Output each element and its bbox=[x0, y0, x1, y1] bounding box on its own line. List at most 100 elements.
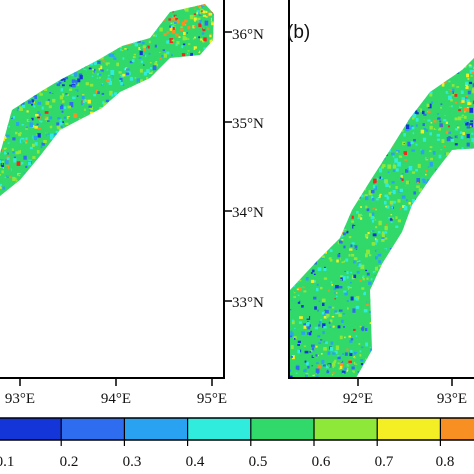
raster-cell bbox=[353, 194, 356, 196]
raster-cell bbox=[376, 195, 379, 198]
raster-cell bbox=[70, 39, 74, 42]
raster-cell bbox=[451, 375, 453, 378]
raster-cell bbox=[371, 301, 374, 304]
raster-cell bbox=[393, 374, 397, 376]
raster-cell bbox=[387, 370, 391, 376]
raster-cell bbox=[99, 130, 102, 133]
raster-cell bbox=[137, 4, 140, 8]
raster-cell bbox=[49, 92, 52, 94]
raster-cell bbox=[45, 29, 48, 32]
raster-cell bbox=[326, 233, 328, 236]
raster-cell bbox=[89, 167, 91, 169]
raster-cell bbox=[291, 88, 294, 91]
raster-cell bbox=[29, 185, 32, 188]
raster-cell bbox=[190, 189, 194, 192]
raster-cell bbox=[410, 77, 415, 83]
raster-cell bbox=[291, 299, 293, 301]
raster-cell bbox=[114, 92, 117, 96]
raster-cell bbox=[196, 71, 199, 74]
raster-cell bbox=[5, 125, 8, 128]
raster-cell bbox=[299, 249, 302, 251]
raster-cell bbox=[151, 8, 155, 12]
raster-cell bbox=[356, 151, 360, 154]
raster-cell bbox=[363, 115, 368, 119]
raster-cell bbox=[291, 93, 295, 96]
raster-cell bbox=[104, 168, 106, 171]
raster-cell bbox=[317, 67, 321, 72]
raster-cell bbox=[380, 147, 382, 150]
raster-cell bbox=[382, 88, 385, 91]
raster-cell bbox=[0, 58, 1, 60]
raster-cell bbox=[301, 188, 305, 194]
raster-cell bbox=[166, 157, 170, 161]
raster-cell bbox=[136, 112, 139, 114]
raster-cell bbox=[69, 88, 71, 91]
raster-cell bbox=[430, 164, 433, 167]
raster-cell bbox=[403, 133, 406, 137]
raster-cell bbox=[211, 9, 214, 13]
raster-cell bbox=[103, 41, 107, 47]
raster-cell bbox=[455, 152, 458, 155]
raster-cell bbox=[382, 362, 386, 366]
raster-cell bbox=[97, 60, 101, 65]
raster-cell bbox=[316, 158, 320, 162]
raster-cell bbox=[298, 279, 302, 282]
raster-cell bbox=[349, 340, 353, 343]
raster-cell bbox=[412, 294, 415, 296]
raster-cell bbox=[72, 19, 77, 23]
raster-cell bbox=[444, 196, 447, 199]
raster-cell bbox=[151, 165, 153, 167]
raster-cell bbox=[16, 26, 20, 30]
raster-cell bbox=[89, 14, 92, 18]
raster-cell bbox=[131, 35, 136, 40]
raster-cell bbox=[301, 198, 306, 203]
raster-cell bbox=[442, 202, 446, 205]
raster-cell bbox=[75, 151, 78, 154]
raster-cell bbox=[375, 226, 378, 229]
raster-cell bbox=[98, 35, 101, 39]
raster-cell bbox=[384, 89, 388, 92]
raster-cell bbox=[358, 263, 362, 268]
raster-cell bbox=[205, 139, 208, 142]
raster-cell bbox=[138, 197, 140, 199]
raster-cell bbox=[449, 160, 452, 163]
raster-cell bbox=[21, 78, 23, 80]
raster-cell bbox=[424, 345, 427, 348]
raster-cell bbox=[20, 110, 23, 112]
raster-cell bbox=[402, 244, 405, 246]
raster-cell bbox=[335, 168, 338, 170]
raster-cell bbox=[394, 280, 397, 284]
raster-cell bbox=[199, 75, 202, 78]
raster-cell bbox=[131, 4, 133, 7]
raster-cell bbox=[335, 190, 340, 196]
raster-cell bbox=[83, 67, 87, 72]
raster-cell bbox=[62, 51, 65, 54]
raster-cell bbox=[290, 155, 293, 157]
raster-cell bbox=[175, 65, 179, 69]
raster-cell bbox=[302, 159, 306, 163]
raster-cell bbox=[456, 86, 460, 88]
raster-cell bbox=[316, 163, 319, 166]
raster-cell bbox=[88, 67, 92, 70]
raster-cell bbox=[325, 58, 329, 62]
raster-cell bbox=[105, 125, 107, 128]
raster-cell bbox=[103, 62, 106, 65]
raster-cell bbox=[401, 302, 403, 305]
raster-cell bbox=[202, 102, 206, 106]
raster-cell bbox=[374, 151, 379, 156]
raster-cell bbox=[89, 83, 94, 87]
raster-cell bbox=[73, 132, 76, 135]
raster-cell bbox=[133, 194, 136, 196]
raster-cell bbox=[435, 205, 438, 207]
raster-cell bbox=[317, 183, 321, 187]
raster-cell bbox=[130, 48, 133, 53]
raster-cell bbox=[370, 181, 374, 185]
raster-cell bbox=[440, 240, 444, 244]
raster-cell bbox=[7, 5, 10, 8]
raster-cell bbox=[148, 22, 152, 25]
raster-cell bbox=[314, 227, 317, 229]
raster-cell bbox=[129, 118, 133, 122]
raster-cell bbox=[74, 48, 79, 52]
raster-cell bbox=[123, 111, 126, 115]
raster-cell bbox=[175, 112, 179, 115]
